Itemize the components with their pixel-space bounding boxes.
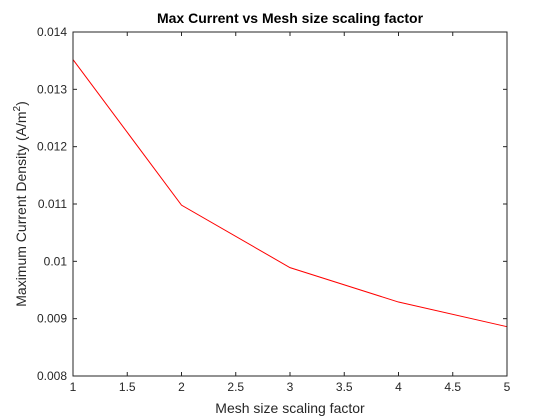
y-tick-label: 0.013 xyxy=(37,82,67,96)
series-line xyxy=(72,59,508,328)
x-tick-label: 2 xyxy=(178,380,185,394)
x-axis-label: Mesh size scaling factor xyxy=(215,400,365,416)
y-tick-label: 0.009 xyxy=(37,312,67,326)
y-axis-label-main: Maximum Current Density (A/m xyxy=(13,111,29,306)
x-tick-label: 4.5 xyxy=(444,380,461,394)
x-tick-label: 3.5 xyxy=(336,380,353,394)
x-tick-label: 2.5 xyxy=(227,380,244,394)
chart-title: Max Current vs Mesh size scaling factor xyxy=(157,10,424,26)
y-tick-label: 0.014 xyxy=(37,25,67,39)
y-tick-label: 0.008 xyxy=(37,369,67,383)
ticks-layer: 1 1.5 2 2.5 3 3.5 4 4.5 5 0.008 0.009 0.01 0.011 0.01… xyxy=(37,25,511,394)
y-tick-label: 0.01 xyxy=(44,254,68,268)
x-tick-label: 3 xyxy=(287,380,294,394)
x-tick-label: 5 xyxy=(504,380,511,394)
y-axis-label: Maximum Current Density (A/m2) xyxy=(12,101,29,307)
x-tick-label: 1.5 xyxy=(119,380,136,394)
x-tick-label: 1 xyxy=(70,380,77,394)
y-tick-label: 0.012 xyxy=(37,140,67,154)
series-layer xyxy=(72,59,508,328)
y-axis-label-superscript: 2 xyxy=(12,105,23,111)
y-tick-label: 0.011 xyxy=(38,197,67,211)
plot-frame xyxy=(72,31,508,377)
y-axis-label-end: ) xyxy=(13,101,29,106)
x-tick-label: 4 xyxy=(395,380,402,394)
